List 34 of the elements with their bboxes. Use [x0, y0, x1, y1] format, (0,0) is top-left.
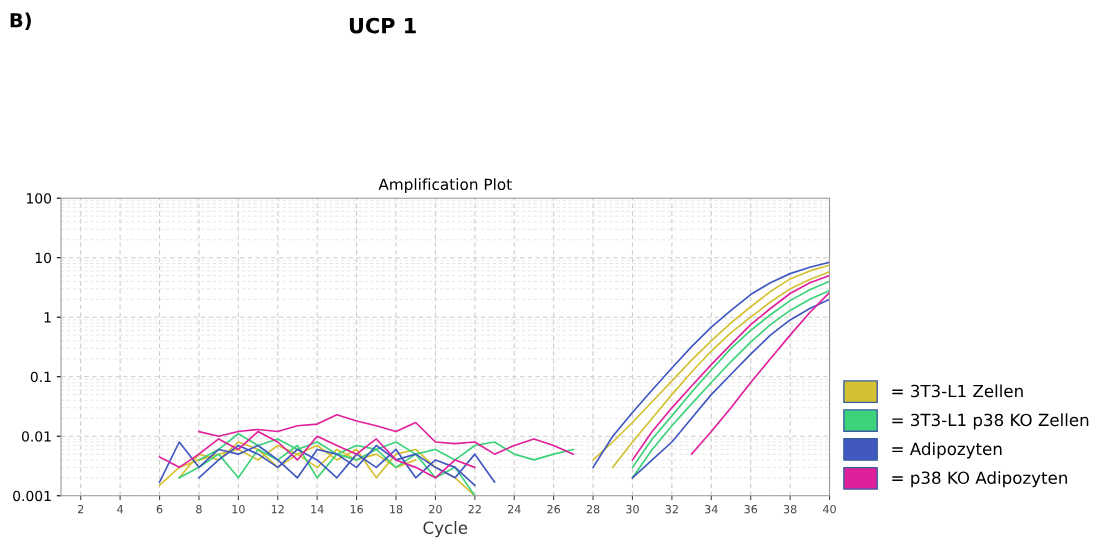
- x-tick-label: 38: [783, 504, 797, 514]
- x-tick-label: 4: [117, 505, 124, 514]
- legend-label: = 3T3-L1 Zellen: [892, 384, 1023, 398]
- x-tick-label: 24: [507, 504, 521, 514]
- x-tick-label: 14: [311, 505, 324, 514]
- x-tick-label: 22: [468, 504, 481, 514]
- x-tick-label: 36: [744, 504, 758, 514]
- text: B): [10, 12, 31, 30]
- y-tick-label: 10: [35, 252, 52, 264]
- y-tick-label: 0.01: [21, 431, 51, 442]
- x-tick-label: 28: [586, 504, 600, 514]
- x-tick-label: 32: [665, 504, 678, 514]
- x-tick-label: 26: [547, 504, 561, 514]
- x-tick-label: 2: [77, 504, 84, 514]
- x-tick-label: 8: [196, 504, 202, 514]
- legend-label: = Adipozyten: [892, 442, 1002, 459]
- chart-title: UCP 1: [349, 17, 416, 34]
- x-tick-label: 18: [390, 504, 403, 514]
- x-axis-title: Cycle: [423, 521, 468, 538]
- y-tick-label: 0.001: [13, 490, 51, 502]
- x-tick-label: 10: [232, 504, 245, 514]
- legend-label: = 3T3-L1 p38 KO Zellen: [892, 413, 1089, 430]
- x-tick-label: 40: [823, 504, 836, 514]
- x-tick-label: 6: [156, 504, 163, 514]
- chart-subtitle: Amplification Plot: [378, 178, 512, 194]
- y-tick-label: 1: [44, 312, 51, 323]
- x-tick-label: 20: [429, 504, 442, 514]
- x-tick-label: 30: [626, 504, 639, 514]
- y-tick-label: 0.1: [30, 371, 51, 383]
- y-tick-label: 100: [26, 193, 52, 204]
- x-tick-label: 16: [350, 504, 363, 514]
- legend-label: = p38 KO Adipozyten: [892, 471, 1067, 488]
- x-tick-label: 34: [705, 504, 718, 514]
- x-tick-label: 12: [271, 504, 284, 514]
